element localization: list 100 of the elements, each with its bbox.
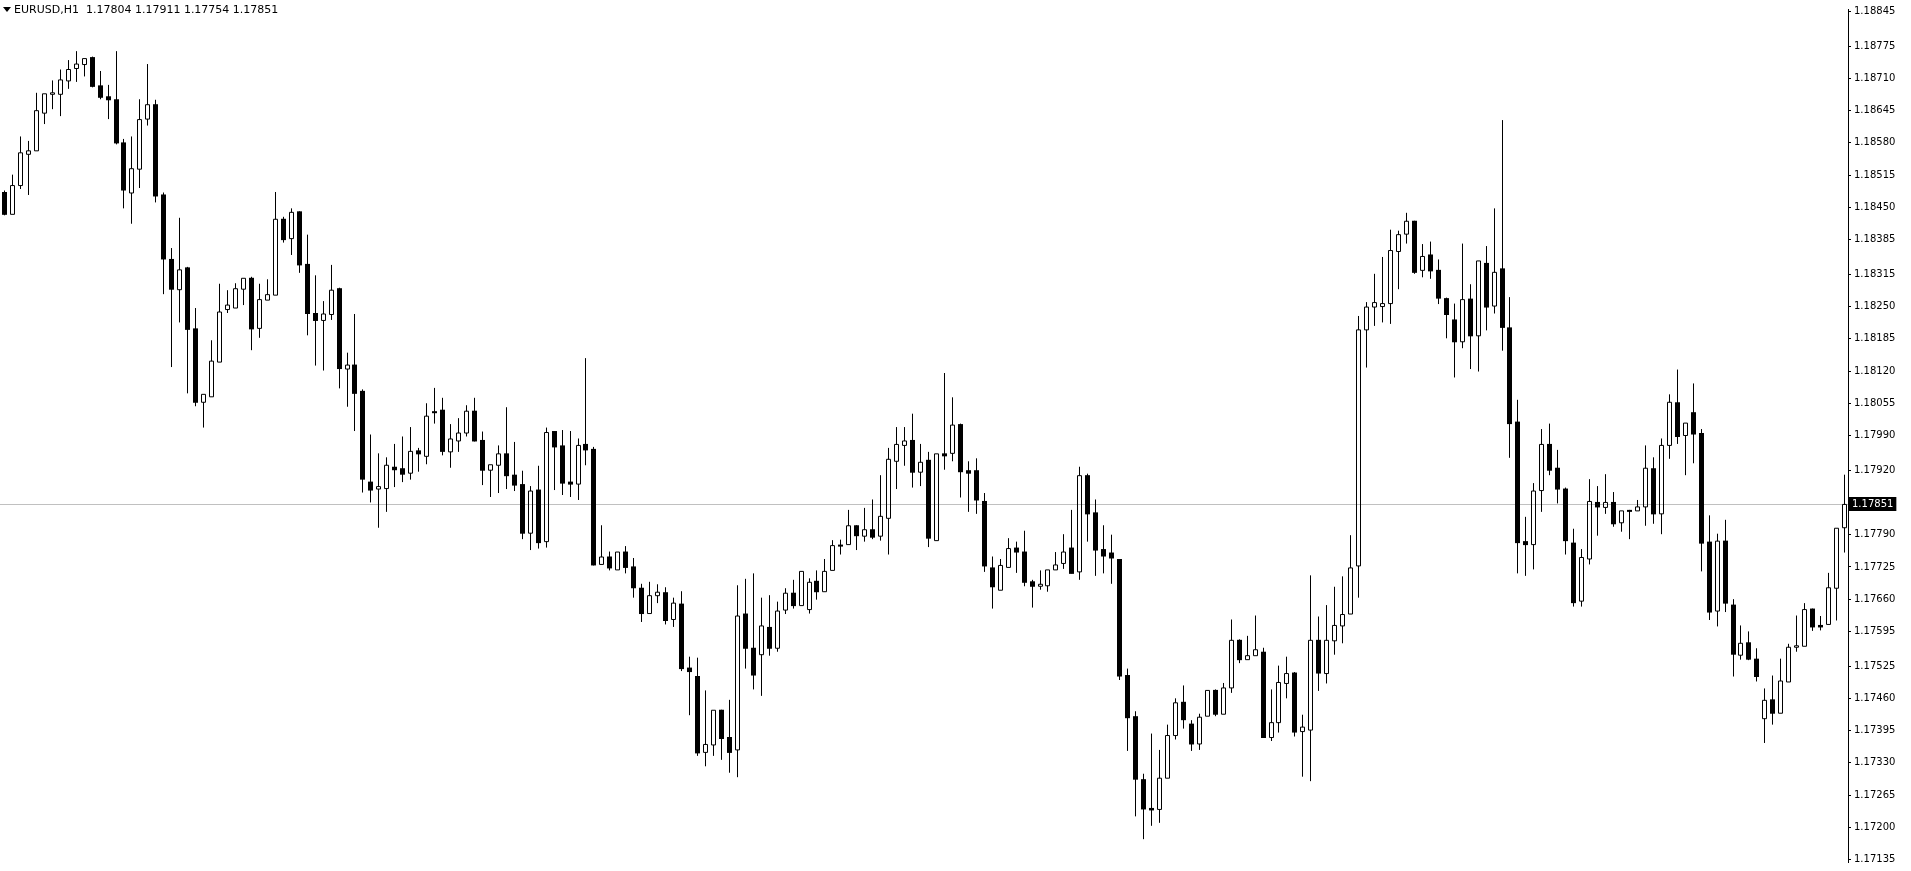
candlestick — [727, 699, 732, 774]
candlestick — [74, 50, 79, 83]
y-tick-label: 1.18185 — [1854, 332, 1896, 344]
y-tick-label: 1.17525 — [1854, 659, 1896, 671]
candlestick — [767, 594, 772, 657]
candlestick — [289, 207, 294, 256]
candlestick — [759, 597, 764, 697]
candlestick — [145, 63, 150, 127]
candlestick — [177, 217, 182, 323]
candlestick — [1189, 719, 1194, 752]
candlestick — [416, 447, 421, 473]
candlestick — [1253, 615, 1258, 657]
candlestick — [576, 437, 581, 501]
y-tick-label: 1.18580 — [1854, 136, 1896, 148]
candlestick — [1380, 256, 1385, 323]
candlestick — [607, 551, 612, 571]
candlestick — [1452, 303, 1457, 378]
candlestick — [1667, 393, 1672, 460]
candlestick — [1826, 572, 1831, 625]
y-tick-label: 1.17920 — [1854, 463, 1896, 475]
candlestick — [1683, 422, 1688, 476]
candlestick — [2, 190, 7, 216]
candlestick — [456, 417, 461, 453]
candlestick — [623, 545, 628, 574]
candlestick — [1476, 260, 1481, 373]
y-tick-label: 1.18515 — [1854, 168, 1896, 180]
candlestick — [34, 92, 39, 152]
candlestick — [448, 423, 453, 469]
candlestick — [1603, 473, 1608, 515]
candlestick — [1460, 243, 1465, 349]
candlestick — [26, 140, 31, 196]
candlestick — [1006, 537, 1011, 568]
y-tick-label: 1.17330 — [1854, 756, 1896, 768]
candlestick — [1348, 534, 1353, 615]
candlestick — [488, 464, 493, 498]
candlestick — [1165, 724, 1170, 779]
candlestick — [1492, 207, 1497, 314]
candlestick — [1539, 428, 1544, 513]
candlestick — [1014, 541, 1019, 574]
chart-title: EURUSD,H1 1.17804 1.17911 1.17754 1.17851 — [14, 2, 279, 16]
candlestick — [504, 406, 509, 490]
candlestick — [1404, 212, 1409, 245]
candlestick — [1101, 524, 1106, 574]
candlestick — [432, 387, 437, 425]
candlestick — [1595, 485, 1600, 537]
candlestick — [552, 431, 557, 491]
candlestick — [687, 656, 692, 716]
candlestick — [1276, 665, 1281, 734]
candlestick — [854, 524, 859, 551]
candlestick — [129, 135, 134, 225]
candlestick — [583, 357, 588, 466]
candlestick — [58, 69, 63, 117]
candlestick — [1181, 684, 1186, 730]
candlestick — [257, 283, 262, 339]
candlestick — [966, 460, 971, 513]
candlestick — [1045, 569, 1050, 593]
y-tick-label: 1.17395 — [1854, 724, 1896, 736]
y-tick-label: 1.17660 — [1854, 592, 1896, 604]
candlestick — [830, 539, 835, 571]
candlestick — [1738, 624, 1743, 661]
candlestick — [1061, 533, 1066, 570]
candlestick — [791, 579, 796, 610]
candlestick — [799, 570, 804, 607]
candlestick — [1754, 647, 1759, 682]
candlestick — [1372, 273, 1377, 327]
candlestick — [345, 352, 350, 408]
candlestick — [400, 435, 405, 483]
candlestick — [1157, 749, 1162, 824]
candlestick — [1555, 449, 1560, 504]
candlestick — [1428, 241, 1433, 280]
y-tick-label: 1.18775 — [1854, 39, 1896, 51]
candlestick — [942, 372, 947, 471]
candlestick — [1340, 575, 1345, 644]
y-tick-label: 1.18120 — [1854, 364, 1896, 376]
candlestick — [862, 507, 867, 543]
candlestick — [1038, 569, 1043, 591]
candlestick — [918, 443, 923, 487]
candlestick — [631, 557, 636, 599]
y-tick-label: 1.18845 — [1854, 5, 1896, 17]
y-tick-label: 1.17265 — [1854, 788, 1896, 800]
candlestick — [846, 509, 851, 546]
ref-line-label: 1.17851 — [1852, 497, 1894, 509]
candlestick — [281, 216, 286, 244]
candlestick — [1173, 697, 1178, 741]
candlestick — [496, 444, 501, 494]
candlestick — [1691, 382, 1696, 464]
candlestick — [313, 274, 318, 367]
candlestick — [98, 70, 103, 100]
candlestick — [329, 264, 334, 321]
y-tick-label: 1.17135 — [1854, 853, 1896, 865]
y-tick-label: 1.17460 — [1854, 691, 1896, 703]
candlestick — [1308, 574, 1313, 782]
y-tick-label: 1.17790 — [1854, 528, 1896, 540]
candlestick — [998, 558, 1003, 591]
y-tick-label: 1.18385 — [1854, 233, 1896, 245]
candlestick — [568, 430, 573, 498]
candlestick — [106, 84, 111, 120]
candlestick — [408, 426, 413, 481]
candlestick — [1611, 491, 1616, 528]
candlestick — [1245, 635, 1250, 661]
